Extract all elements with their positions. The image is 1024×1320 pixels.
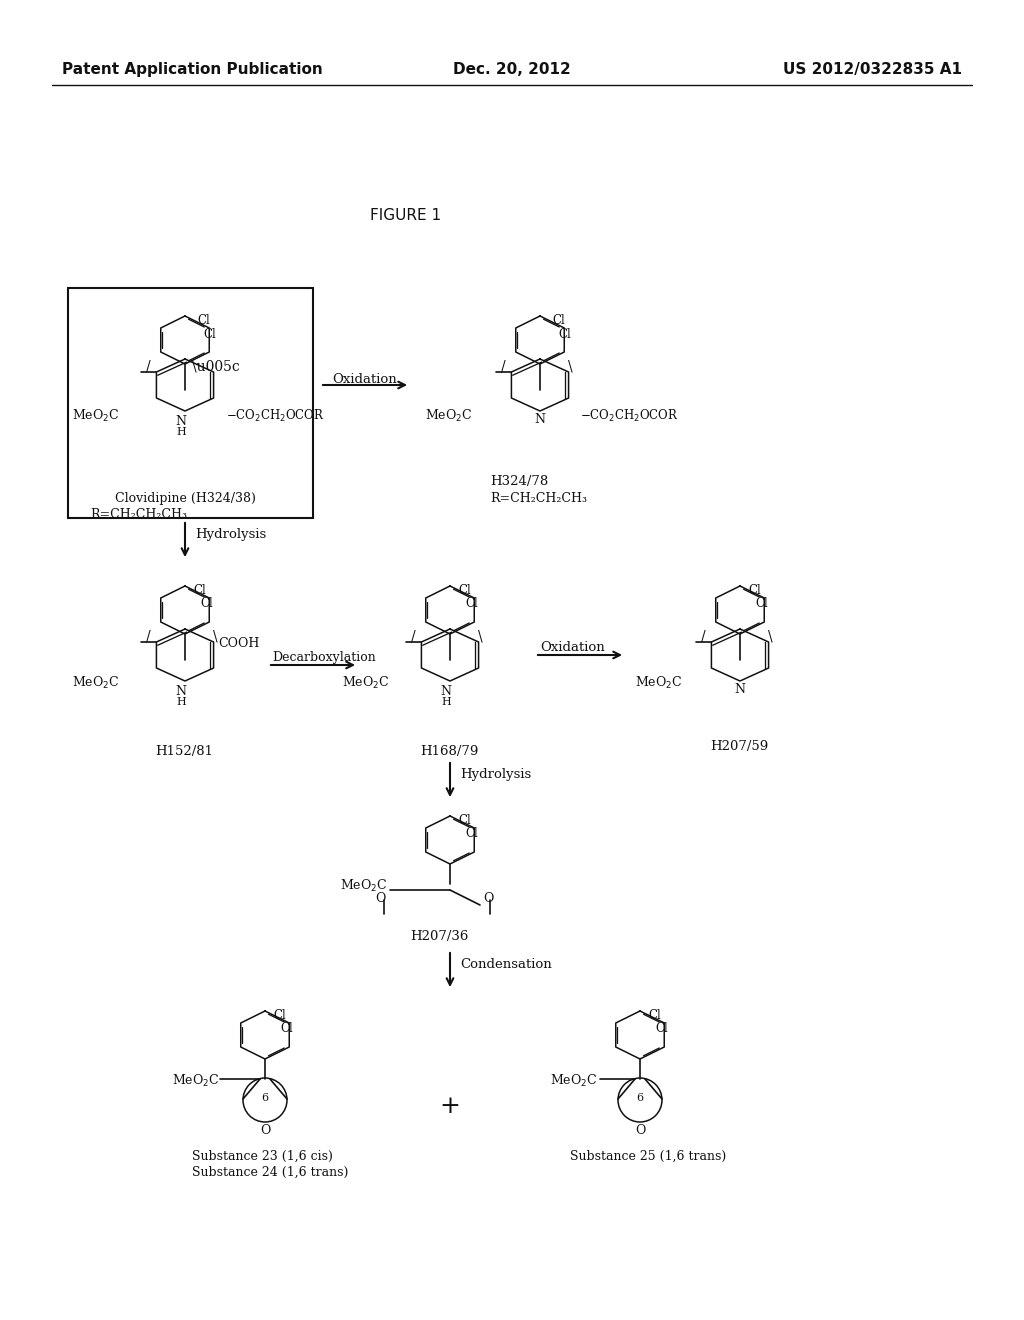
Text: Oxidation: Oxidation [332, 374, 396, 385]
Text: MeO$_2$C: MeO$_2$C [340, 878, 387, 894]
Text: Cl: Cl [273, 1008, 286, 1022]
Text: Oxidation: Oxidation [540, 642, 605, 653]
Text: Cl: Cl [655, 1022, 668, 1035]
Text: N: N [175, 414, 186, 428]
Text: Cl: Cl [748, 583, 761, 597]
Text: Cl: Cl [197, 314, 210, 327]
Text: Cl: Cl [465, 828, 478, 840]
Text: H: H [176, 697, 186, 708]
Text: MeO$_2$C: MeO$_2$C [342, 675, 389, 692]
Text: H207/59: H207/59 [710, 741, 768, 752]
Text: US 2012/0322835 A1: US 2012/0322835 A1 [783, 62, 962, 77]
Text: O: O [260, 1125, 270, 1137]
Text: MeO$_2$C: MeO$_2$C [72, 408, 120, 424]
Text: +: + [439, 1096, 461, 1118]
Text: \: \ [478, 630, 483, 644]
Text: \u005c: \u005c [191, 360, 240, 374]
Text: Hydrolysis: Hydrolysis [195, 528, 266, 541]
Text: R=CH₂CH₂CH₃: R=CH₂CH₂CH₃ [90, 508, 187, 521]
Text: Cl: Cl [458, 583, 471, 597]
Text: Cl: Cl [458, 814, 471, 828]
Text: /: / [146, 630, 151, 644]
Text: Cl: Cl [648, 1008, 660, 1022]
Text: H207/36: H207/36 [410, 931, 468, 942]
Text: N: N [175, 685, 186, 698]
Text: Cl: Cl [552, 314, 565, 327]
Text: MeO$_2$C: MeO$_2$C [635, 675, 682, 692]
Bar [68, 288, 313, 517]
Text: /: / [411, 630, 416, 644]
Text: /: / [146, 360, 151, 374]
Text: MeO$_2$C: MeO$_2$C [425, 408, 472, 424]
Text: COOH: COOH [218, 638, 260, 649]
Text: $-$CO$_2$CH$_2$OCOR: $-$CO$_2$CH$_2$OCOR [580, 408, 679, 424]
Text: Clovidipine (H324/38): Clovidipine (H324/38) [115, 492, 255, 506]
Text: Dec. 20, 2012: Dec. 20, 2012 [454, 62, 570, 77]
Text: Cl: Cl [558, 327, 570, 341]
Text: H324/78: H324/78 [490, 475, 548, 488]
Text: FIGURE 1: FIGURE 1 [370, 209, 441, 223]
Text: H: H [441, 697, 451, 708]
Text: Cl: Cl [755, 597, 768, 610]
Text: Condensation: Condensation [460, 958, 552, 972]
Text: /: / [701, 630, 706, 644]
Text: H152/81: H152/81 [155, 744, 213, 758]
Text: \: \ [568, 360, 572, 374]
Text: 6: 6 [261, 1093, 268, 1104]
Text: \: \ [213, 630, 218, 644]
Text: Cl: Cl [200, 597, 213, 610]
Text: Patent Application Publication: Patent Application Publication [62, 62, 323, 77]
Text: H: H [176, 426, 186, 437]
Text: N: N [734, 682, 745, 696]
Text: MeO$_2$C: MeO$_2$C [172, 1073, 219, 1089]
Text: Cl: Cl [280, 1022, 293, 1035]
Text: N: N [535, 413, 546, 426]
Text: O: O [635, 1125, 645, 1137]
Text: R=CH₂CH₂CH₃: R=CH₂CH₂CH₃ [490, 492, 587, 506]
Text: $-$CO$_2$CH$_2$OCOR: $-$CO$_2$CH$_2$OCOR [226, 408, 325, 424]
Text: Hydrolysis: Hydrolysis [460, 768, 531, 781]
Text: Cl: Cl [193, 583, 206, 597]
Text: \: \ [768, 630, 773, 644]
Text: O: O [375, 892, 385, 906]
Text: Cl: Cl [465, 597, 478, 610]
Text: Cl: Cl [203, 327, 216, 341]
Text: Substance 24 (1,6 trans): Substance 24 (1,6 trans) [193, 1166, 348, 1179]
Text: Substance 23 (1,6 cis): Substance 23 (1,6 cis) [193, 1150, 333, 1163]
Text: O: O [482, 892, 494, 906]
Text: 6: 6 [637, 1093, 643, 1104]
Text: Substance 25 (1,6 trans): Substance 25 (1,6 trans) [570, 1150, 726, 1163]
Text: N: N [440, 685, 452, 698]
Text: Decarboxylation: Decarboxylation [272, 651, 376, 664]
Text: /: / [501, 360, 506, 374]
Text: H168/79: H168/79 [420, 744, 478, 758]
Text: MeO$_2$C: MeO$_2$C [550, 1073, 597, 1089]
Text: MeO$_2$C: MeO$_2$C [72, 675, 120, 692]
